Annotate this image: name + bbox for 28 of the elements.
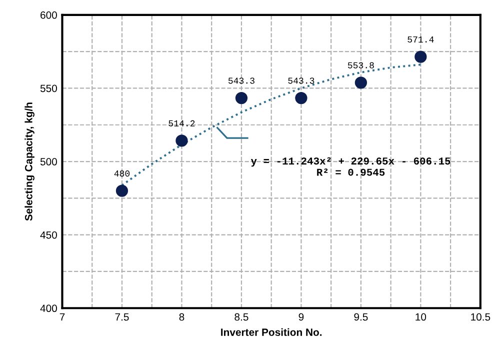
y-tick-label: 400 [40, 304, 57, 312]
y-tick-label: 500 [40, 158, 57, 166]
x-tick-label: 9 [298, 313, 304, 321]
x-tick-label: 9.5 [354, 313, 368, 321]
y-tick-label: 600 [40, 11, 57, 19]
x-tick-label: 10.5 [471, 313, 490, 321]
data-label: 571.4 [408, 36, 434, 43]
data-label: 553.8 [348, 62, 374, 68]
point [295, 92, 308, 104]
x-tick-label: 8 [179, 313, 184, 321]
y-tick-label: 450 [40, 231, 57, 239]
y-axis-title: Selecting Capacity, kg/h [24, 102, 34, 221]
point [354, 76, 368, 89]
point [176, 134, 188, 147]
x-tick-label: 8.5 [234, 313, 248, 321]
x-axis-title: Inverter Position No. [221, 328, 322, 336]
data-label: 543.3 [228, 78, 254, 84]
point [235, 92, 248, 104]
y-tick-label: 550 [40, 84, 57, 92]
x-tick-label: 7.5 [115, 313, 129, 321]
point [414, 50, 427, 63]
annotation: y = -11.243x² + 229.65x - 606.15 R² = 0.9545 [250, 157, 450, 176]
data-label: 514.2 [168, 120, 195, 126]
x-tick-label: 10 [416, 313, 426, 321]
point [116, 184, 128, 197]
data-label: 543.3 [288, 78, 314, 84]
x-tick-label: 7 [60, 313, 65, 321]
data-label: 480 [114, 170, 130, 177]
